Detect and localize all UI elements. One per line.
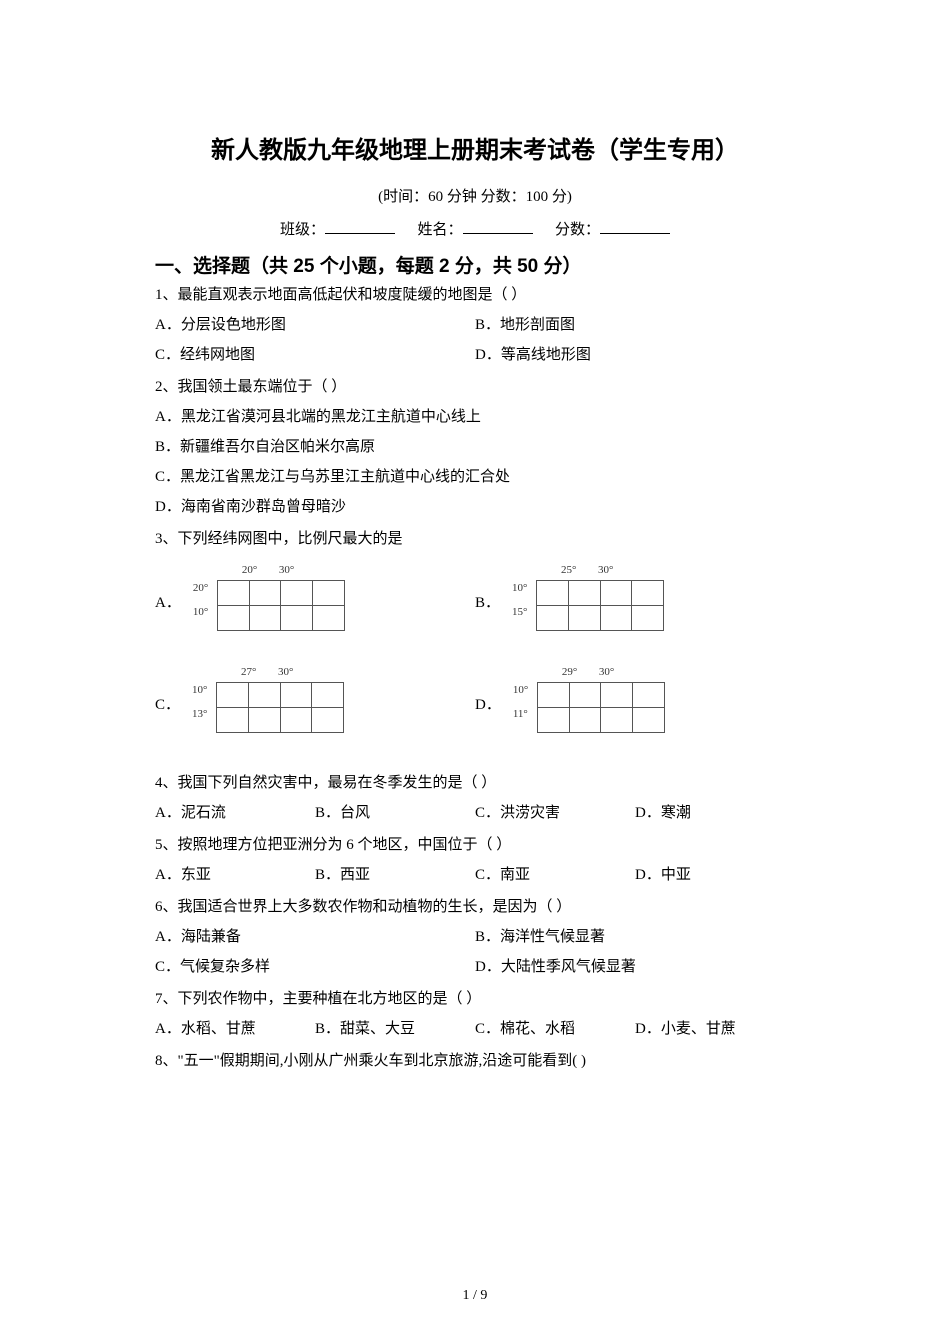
q3-c-row1: 10° bbox=[192, 684, 207, 696]
q3-c-col1: 27° bbox=[241, 666, 256, 678]
q3-a-diagram: 20° 30° 20° 10° bbox=[187, 562, 355, 640]
page-footer: 1 / 9 bbox=[0, 1288, 950, 1304]
q3-d-col2: 30° bbox=[599, 666, 614, 678]
q1-options: A．分层设色地形图 B．地形剖面图 C．经纬网地图 D．等高线地形图 bbox=[155, 310, 795, 370]
q7-opt-a: A．水稻、甘蔗 bbox=[155, 1014, 315, 1044]
q3-b-col1: 25° bbox=[561, 564, 576, 576]
q5-opt-c: C．南亚 bbox=[475, 860, 635, 890]
q1-stem: 1、最能直观表示地面高低起伏和坡度陡缓的地图是（ ） bbox=[155, 280, 795, 310]
q3-a-col2: 30° bbox=[279, 564, 294, 576]
q4-opt-c: C．洪涝灾害 bbox=[475, 798, 635, 828]
q2-opt-c: C．黑龙江省黑龙江与乌苏里江主航道中心线的汇合处 bbox=[155, 462, 795, 492]
q3-d-label: D． bbox=[475, 693, 501, 714]
q3-c-diagram: 27° 30° 10° 13° bbox=[186, 664, 354, 742]
q6-stem: 6、我国适合世界上大多数农作物和动植物的生长，是因为（ ） bbox=[155, 892, 795, 922]
q7-opt-d: D．小麦、甘蔗 bbox=[635, 1014, 795, 1044]
q4-opt-d: D．寒潮 bbox=[635, 798, 795, 828]
q7-options: A．水稻、甘蔗 B．甜菜、大豆 C．棉花、水稻 D．小麦、甘蔗 bbox=[155, 1014, 795, 1044]
exam-page: 新人教版九年级地理上册期末考试卷（学生专用） (时间：60 分钟 分数：100 … bbox=[0, 0, 950, 1344]
q6-opt-d: D．大陆性季风气候显著 bbox=[475, 952, 795, 982]
q8-stem: 8、"五一"假期期间,小刚从广州乘火车到北京旅游,沿途可能看到( ) bbox=[155, 1046, 795, 1076]
q3-opt-a: A． 20° 30° 20° 10° bbox=[155, 562, 475, 664]
q4-stem: 4、我国下列自然灾害中，最易在冬季发生的是（ ） bbox=[155, 768, 795, 798]
q3-a-col1: 20° bbox=[242, 564, 257, 576]
name-blank bbox=[463, 219, 533, 234]
q3-a-row1: 20° bbox=[193, 582, 208, 594]
q5-opt-a: A．东亚 bbox=[155, 860, 315, 890]
q3-b-label: B． bbox=[475, 591, 500, 612]
q3-b-col2: 30° bbox=[598, 564, 613, 576]
q3-d-row2: 11° bbox=[513, 708, 528, 720]
q1-opt-a: A．分层设色地形图 bbox=[155, 310, 475, 340]
q1-opt-b: B．地形剖面图 bbox=[475, 310, 795, 340]
q3-a-row2: 10° bbox=[193, 606, 208, 618]
q5-opt-d: D．中亚 bbox=[635, 860, 795, 890]
q3-c-label: C． bbox=[155, 693, 180, 714]
exam-meta: (时间：60 分钟 分数：100 分) bbox=[155, 185, 795, 206]
q3-d-col1: 29° bbox=[562, 666, 577, 678]
q3-c-col2: 30° bbox=[278, 666, 293, 678]
q2-opt-a: A．黑龙江省漠河县北端的黑龙江主航道中心线上 bbox=[155, 402, 795, 432]
q1-opt-d: D．等高线地形图 bbox=[475, 340, 795, 370]
q3-d-row1: 10° bbox=[513, 684, 528, 696]
section-1-heading: 一、选择题（共 25 个小题，每题 2 分，共 50 分） bbox=[155, 251, 795, 278]
q5-options: A．东亚 B．西亚 C．南亚 D．中亚 bbox=[155, 860, 795, 890]
q3-b-row2: 15° bbox=[512, 606, 527, 618]
q3-b-row1: 10° bbox=[512, 582, 527, 594]
q7-stem: 7、下列农作物中，主要种植在北方地区的是（ ） bbox=[155, 984, 795, 1014]
q4-opt-a: A．泥石流 bbox=[155, 798, 315, 828]
q2-options: A．黑龙江省漠河县北端的黑龙江主航道中心线上 B．新疆维吾尔自治区帕米尔高原 C… bbox=[155, 402, 795, 522]
q3-opt-d: D． 29° 30° 10° 11° bbox=[475, 664, 795, 766]
q2-opt-b: B．新疆维吾尔自治区帕米尔高原 bbox=[155, 432, 795, 462]
name-label: 姓名： bbox=[417, 222, 462, 238]
q5-stem: 5、按照地理方位把亚洲分为 6 个地区，中国位于（ ） bbox=[155, 830, 795, 860]
q7-opt-b: B．甜菜、大豆 bbox=[315, 1014, 475, 1044]
q3-options: A． 20° 30° 20° 10° B． 25° 30° 10° 15° C．… bbox=[155, 562, 795, 766]
q3-c-row2: 13° bbox=[192, 708, 207, 720]
q3-opt-c: C． 27° 30° 10° 13° bbox=[155, 664, 475, 766]
q7-opt-c: C．棉花、水稻 bbox=[475, 1014, 635, 1044]
student-fields: 班级： 姓名： 分数： bbox=[155, 218, 795, 239]
q6-opt-c: C．气候复杂多样 bbox=[155, 952, 475, 982]
score-label: 分数： bbox=[555, 222, 600, 238]
q1-opt-c: C．经纬网地图 bbox=[155, 340, 475, 370]
class-label: 班级： bbox=[280, 222, 325, 238]
q3-d-diagram: 29° 30° 10° 11° bbox=[507, 664, 675, 742]
class-blank bbox=[325, 219, 395, 234]
q3-b-diagram: 25° 30° 10° 15° bbox=[506, 562, 674, 640]
q3-a-label: A． bbox=[155, 591, 181, 612]
q3-opt-b: B． 25° 30° 10° 15° bbox=[475, 562, 795, 664]
q4-options: A．泥石流 B．台风 C．洪涝灾害 D．寒潮 bbox=[155, 798, 795, 828]
q3-stem: 3、下列经纬网图中，比例尺最大的是 bbox=[155, 524, 795, 554]
q6-opt-b: B．海洋性气候显著 bbox=[475, 922, 795, 952]
q2-stem: 2、我国领土最东端位于（ ） bbox=[155, 372, 795, 402]
q5-opt-b: B．西亚 bbox=[315, 860, 475, 890]
q6-opt-a: A．海陆兼备 bbox=[155, 922, 475, 952]
q2-opt-d: D．海南省南沙群岛曾母暗沙 bbox=[155, 492, 795, 522]
q6-options: A．海陆兼备 B．海洋性气候显著 C．气候复杂多样 D．大陆性季风气候显著 bbox=[155, 922, 795, 982]
score-blank bbox=[600, 219, 670, 234]
exam-title: 新人教版九年级地理上册期末考试卷（学生专用） bbox=[155, 130, 795, 165]
q4-opt-b: B．台风 bbox=[315, 798, 475, 828]
